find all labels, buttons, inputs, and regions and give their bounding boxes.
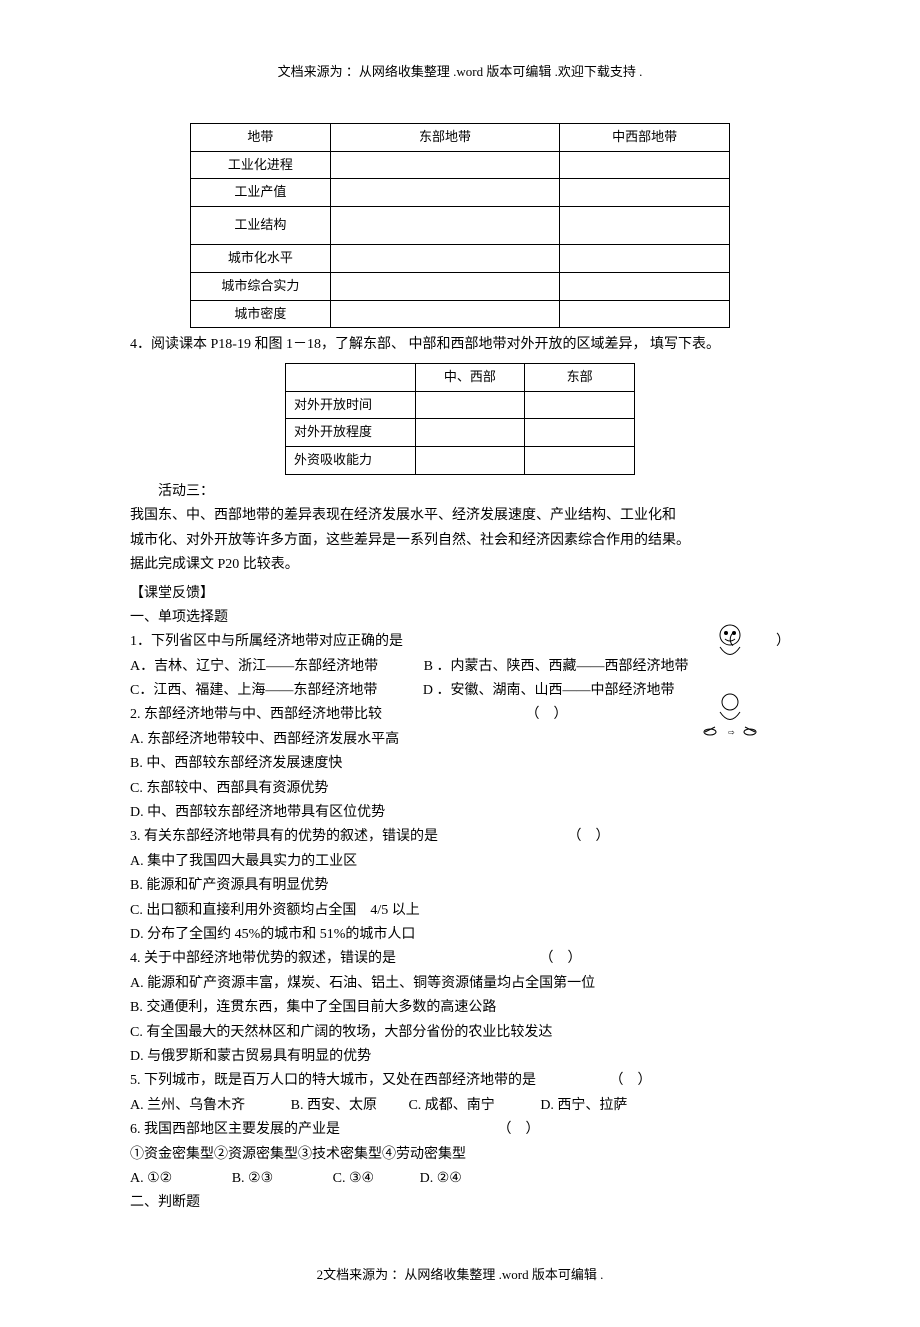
q1-paren: （ ） bbox=[720, 631, 790, 653]
q4-intro: 4．阅读课本 P18-19 和图 1－18，了解东部、 中部和西部地带对外开放的… bbox=[130, 334, 790, 356]
th-east: 东部 bbox=[525, 363, 635, 391]
cell bbox=[560, 300, 730, 328]
cell bbox=[525, 391, 635, 419]
opt-d: D. 中、西部较东部经济地带具有区位优势 bbox=[130, 802, 790, 824]
header-note: 文档来源为 ：从网络收集整理 .word 版本可编辑 .欢迎下载支持 . bbox=[130, 62, 790, 83]
row-label: 对外开放时间 bbox=[286, 391, 416, 419]
opt-c: C. 出口额和直接利用外资额均占全国 4/5 以上 bbox=[130, 900, 790, 922]
q1-opts: C．江西、福建、上海——东部经济地带 D ．安徽、湖南、山西——中部经济地带 bbox=[130, 680, 790, 702]
cell bbox=[525, 419, 635, 447]
cell bbox=[330, 272, 560, 300]
q5-opts: A. 兰州、乌鲁木齐 B. 西安、太原 C. 成都、南宁 D. 西宁、拉萨 bbox=[130, 1095, 790, 1117]
th-east: 东部地带 bbox=[330, 123, 560, 151]
activity3-title: 活动三： bbox=[130, 481, 790, 503]
q5-stem: 5. 下列城市，既是百万人口的特大城市，又处在西部经济地带的是 （ ） bbox=[130, 1070, 790, 1092]
opt-a: A．吉林、辽宁、浙江——东部经济地带 bbox=[130, 659, 378, 674]
cell bbox=[560, 151, 730, 179]
opt-a: A. 东部经济地带较中、西部经济发展水平高 bbox=[130, 729, 790, 751]
table-opening-compare: 中、西部 东部 对外开放时间 对外开放程度 外资吸收能力 bbox=[285, 363, 635, 475]
cartoon-icon: ⇨ bbox=[700, 682, 760, 742]
cell bbox=[330, 300, 560, 328]
row-label: 城市密度 bbox=[191, 300, 331, 328]
q1-stem: 1．下列省区中与所属经济地带对应正确的是 （ ） bbox=[130, 631, 790, 653]
opt-a: A. 集中了我国四大最具实力的工业区 bbox=[130, 851, 790, 873]
q3-text: 3. 有关东部经济地带具有的优势的叙述，错误的是 bbox=[130, 829, 438, 844]
opt-b: B. ②③ bbox=[232, 1171, 273, 1186]
cell bbox=[560, 244, 730, 272]
th-midwest: 中西部地带 bbox=[560, 123, 730, 151]
q3-paren: （ ） bbox=[568, 829, 610, 844]
q2-stem: 2. 东部经济地带与中、西部经济地带比较 （ ） bbox=[130, 704, 790, 726]
q6-opts: A. ①② B. ②③ C. ③④ D. ②④ bbox=[130, 1168, 790, 1190]
q4-text: 4. 关于中部经济地带优势的叙述，错误的是 bbox=[130, 951, 396, 966]
cell bbox=[560, 272, 730, 300]
opt-a: A. 能源和矿产资源丰富，煤炭、石油、铝土、铜等资源储量均占全国第一位 bbox=[130, 973, 790, 995]
cell bbox=[330, 179, 560, 207]
q5-text: 5. 下列城市，既是百万人口的特大城市，又处在西部经济地带的是 bbox=[130, 1073, 536, 1088]
opt-d: D. ②④ bbox=[420, 1171, 462, 1186]
th-blank bbox=[286, 363, 416, 391]
svg-text:⇨: ⇨ bbox=[728, 728, 735, 737]
cell bbox=[415, 447, 525, 475]
activity3-body: 我国东、中、西部地带的差异表现在经济发展水平、经济发展速度、产业结构、工业化和 bbox=[130, 505, 790, 527]
opt-d: D. 分布了全国约 45%的城市和 51%的城市人口 bbox=[130, 924, 790, 946]
cell bbox=[560, 179, 730, 207]
cell bbox=[330, 244, 560, 272]
opt-b: B. 西安、太原 bbox=[291, 1098, 377, 1113]
cell bbox=[415, 419, 525, 447]
row-label: 工业结构 bbox=[191, 207, 331, 245]
opt-b: B ．内蒙古、陕西、西藏——西部经济地带 bbox=[424, 659, 689, 674]
row-label: 城市化水平 bbox=[191, 244, 331, 272]
q4-stem: 4. 关于中部经济地带优势的叙述，错误的是 （ ） bbox=[130, 948, 790, 970]
q6-stem: 6. 我国西部地区主要发展的产业是 （ ） bbox=[130, 1119, 790, 1141]
mc-title: 一、单项选择题 bbox=[130, 607, 790, 629]
th-zone: 地带 bbox=[191, 123, 331, 151]
q1-text: 1．下列省区中与所属经济地带对应正确的是 bbox=[130, 634, 403, 649]
opt-c: C. 成都、南宁 bbox=[408, 1098, 494, 1113]
activity3-body: 据此完成课文 P20 比较表。 bbox=[130, 554, 790, 576]
cell bbox=[525, 447, 635, 475]
activity3-body: 城市化、对外开放等许多方面，这些差异是一系列自然、社会和经济因素综合作用的结果。 bbox=[130, 530, 790, 552]
opt-a: A. ①② bbox=[130, 1171, 172, 1186]
row-label: 对外开放程度 bbox=[286, 419, 416, 447]
row-label: 外资吸收能力 bbox=[286, 447, 416, 475]
q5-paren: （ ） bbox=[610, 1073, 652, 1088]
q6-text: 6. 我国西部地区主要发展的产业是 bbox=[130, 1122, 340, 1137]
row-label: 工业化进程 bbox=[191, 151, 331, 179]
cell bbox=[415, 391, 525, 419]
opt-b: B. 交通便利，连贯东西，集中了全国目前大多数的高速公路 bbox=[130, 997, 790, 1019]
opt-a: A. 兰州、乌鲁木齐 bbox=[130, 1098, 245, 1113]
th-midwest: 中、西部 bbox=[415, 363, 525, 391]
row-label: 城市综合实力 bbox=[191, 272, 331, 300]
opt-d: D. 与俄罗斯和蒙古贸易具有明显的优势 bbox=[130, 1046, 790, 1068]
opt-c: C. 东部较中、西部具有资源优势 bbox=[130, 778, 790, 800]
row-label: 工业产值 bbox=[191, 179, 331, 207]
cell bbox=[330, 207, 560, 245]
opt-c: C．江西、福建、上海——东部经济地带 bbox=[130, 683, 377, 698]
feedback-title: 【课堂反馈】 bbox=[130, 583, 790, 605]
q4-paren: （ ） bbox=[540, 951, 582, 966]
cell bbox=[560, 207, 730, 245]
cell bbox=[330, 151, 560, 179]
q1-opts: A．吉林、辽宁、浙江——东部经济地带 B ．内蒙古、陕西、西藏——西部经济地带 bbox=[130, 656, 790, 678]
opt-d: D ．安徽、湖南、山西——中部经济地带 bbox=[423, 683, 675, 698]
opt-c: C. ③④ bbox=[333, 1171, 374, 1186]
q6-sub: ①资金密集型②资源密集型③技术密集型④劳动密集型 bbox=[130, 1144, 790, 1166]
q2-text: 2. 东部经济地带与中、西部经济地带比较 bbox=[130, 707, 382, 722]
q2-paren: （ ） bbox=[526, 707, 568, 722]
opt-c: C. 有全国最大的天然林区和广阔的牧场，大部分省份的农业比较发达 bbox=[130, 1022, 790, 1044]
footer-note: 2文档来源为 ：从网络收集整理 .word 版本可编辑 . bbox=[130, 1265, 790, 1286]
opt-d: D. 西宁、拉萨 bbox=[540, 1098, 627, 1113]
q3-stem: 3. 有关东部经济地带具有的优势的叙述，错误的是 （ ） bbox=[130, 826, 790, 848]
opt-b: B. 能源和矿产资源具有明显优势 bbox=[130, 875, 790, 897]
tf-title: 二、判断题 bbox=[130, 1192, 790, 1214]
q6-paren: （ ） bbox=[498, 1122, 540, 1137]
table-region-compare: 地带 东部地带 中西部地带 工业化进程 工业产值 工业结构 城市化水平 城市综合… bbox=[190, 123, 730, 329]
opt-b: B. 中、西部较东部经济发展速度快 bbox=[130, 753, 790, 775]
